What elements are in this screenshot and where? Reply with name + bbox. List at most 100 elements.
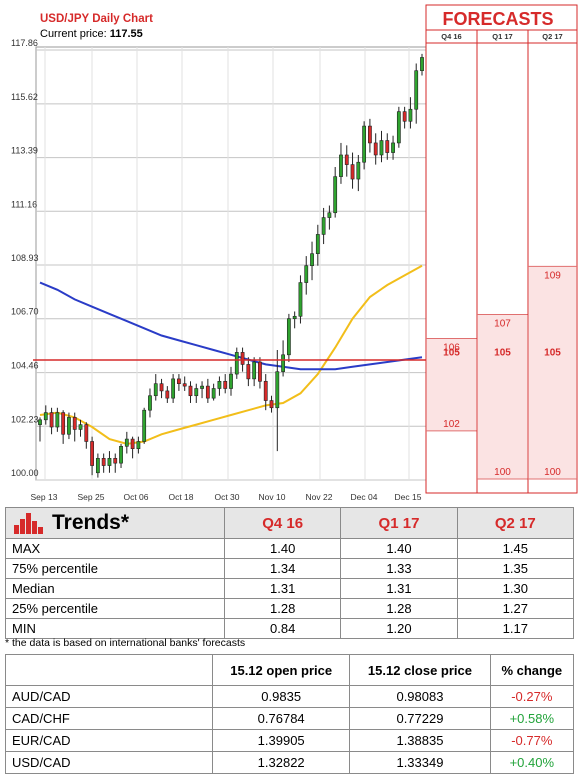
candle-body (229, 373, 233, 389)
candle-body (153, 383, 158, 397)
row-label: MIN (5, 618, 225, 639)
fx-pair: USD/CAD (5, 751, 213, 774)
candle-body (391, 142, 395, 153)
fx-change: +0.40% (489, 751, 575, 774)
candle-body (258, 361, 262, 382)
fx-close: 1.33349 (349, 751, 491, 774)
y-tick-label: 117.86 (11, 38, 38, 48)
cell-value: 1.31 (340, 578, 458, 599)
candle-body (107, 458, 112, 466)
candle-body (165, 390, 170, 399)
candle-body (67, 417, 71, 435)
forecast-col-header: Q4 16 (441, 32, 461, 41)
fx-open: 0.9835 (211, 685, 351, 708)
candle-body (269, 400, 274, 409)
candle-body (43, 412, 48, 421)
x-tick-label: Nov 22 (306, 492, 333, 502)
candle-body (356, 161, 361, 180)
bar-chart-icon (14, 512, 44, 535)
candle-body (396, 111, 401, 144)
candle-body (315, 234, 320, 254)
candle-body (194, 388, 199, 397)
trends-col-q4-16: Q4 16 (223, 507, 342, 539)
candle-body (159, 383, 164, 392)
candle-body (61, 412, 66, 435)
fx-pair: EUR/CAD (5, 729, 213, 752)
candle-body (130, 438, 135, 450)
y-tick-label: 115.62 (11, 92, 38, 102)
candle-body (148, 395, 152, 411)
candle-body (113, 458, 118, 464)
candle-body (101, 458, 106, 466)
candle-body (142, 409, 147, 442)
usdjpy-chart: USD/JPY Daily Chart Current price: 117.5… (11, 4, 578, 502)
forecast-col-header: Q1 17 (492, 32, 512, 41)
forecast-median-value: 105 (494, 348, 511, 359)
forecast-median-value: 105 (544, 348, 561, 359)
candle-body (136, 441, 141, 450)
candle-body (344, 154, 349, 165)
x-tick-label: Oct 30 (214, 492, 239, 502)
candle-body (188, 385, 193, 397)
fx-change: -0.27% (489, 685, 575, 708)
candle-body (49, 412, 54, 428)
row-label: 75% percentile (5, 558, 225, 579)
cell-value: 1.31 (223, 578, 342, 599)
candle-body (379, 140, 384, 156)
row-label: 25% percentile (5, 598, 225, 619)
cell-value: 1.45 (456, 538, 575, 559)
fx-col-open: 15.12 open price (211, 654, 351, 686)
candle-body (414, 70, 419, 110)
candle-body (339, 154, 343, 177)
cell-value: 1.20 (340, 618, 458, 639)
candle-body (177, 378, 181, 384)
cell-value: 1.35 (456, 558, 575, 579)
candle-body (124, 438, 129, 447)
candle-body (38, 419, 42, 425)
y-tick-label: 111.16 (11, 199, 37, 209)
candle-body (240, 352, 245, 365)
forecast-median-value: 105 (443, 348, 460, 359)
candle-body (223, 380, 228, 389)
row-label: Median (5, 578, 225, 599)
candle-body (72, 417, 77, 430)
moving-average-short-line (39, 264, 423, 445)
fx-open: 1.39905 (211, 729, 351, 752)
row-label: MAX (5, 538, 225, 559)
footnote: * the data is based on international ban… (5, 637, 246, 649)
trends-table: Trends* Q4 16 Q1 17 Q2 17 MAX 1.40 1.40 1.4… (5, 507, 575, 639)
table-row: AUD/CAD 0.9835 0.98083 -0.27% (5, 685, 575, 708)
candle-body (292, 315, 297, 319)
fx-col-change: % change (489, 654, 575, 686)
cell-value: 0.84 (223, 618, 342, 639)
forecast-lower-value: 100 (544, 467, 561, 478)
x-tick-label: Dec 04 (351, 492, 378, 502)
candle-body (373, 142, 378, 156)
trends-title: Trends* (52, 511, 130, 534)
candle-body (263, 380, 268, 401)
table-row: Median 1.31 1.31 1.30 (5, 578, 575, 599)
fx-change: -0.77% (489, 729, 575, 752)
fx-close: 0.77229 (349, 707, 491, 730)
fx-col-close: 15.12 close price (349, 654, 491, 686)
candle-body (420, 57, 424, 72)
moving-average-long-line (39, 281, 423, 371)
candle-body (55, 412, 60, 428)
cell-value: 1.30 (456, 578, 575, 599)
candle-body (205, 385, 210, 399)
current-price: Current price: 117.55 (40, 28, 143, 40)
candle-body (408, 108, 413, 122)
candle-body (119, 445, 123, 464)
candle-body (333, 176, 338, 214)
cell-value: 1.28 (223, 598, 342, 619)
fx-close: 0.98083 (349, 685, 491, 708)
x-tick-label: Sep 25 (78, 492, 105, 502)
candle-body (78, 424, 83, 430)
y-tick-label: 113.39 (11, 146, 38, 156)
cell-value: 1.33 (340, 558, 458, 579)
x-tick-label: Oct 06 (123, 492, 148, 502)
candle-body (350, 164, 355, 180)
candle-body (304, 265, 309, 283)
candle-body (310, 253, 314, 267)
candle-body (84, 424, 89, 442)
